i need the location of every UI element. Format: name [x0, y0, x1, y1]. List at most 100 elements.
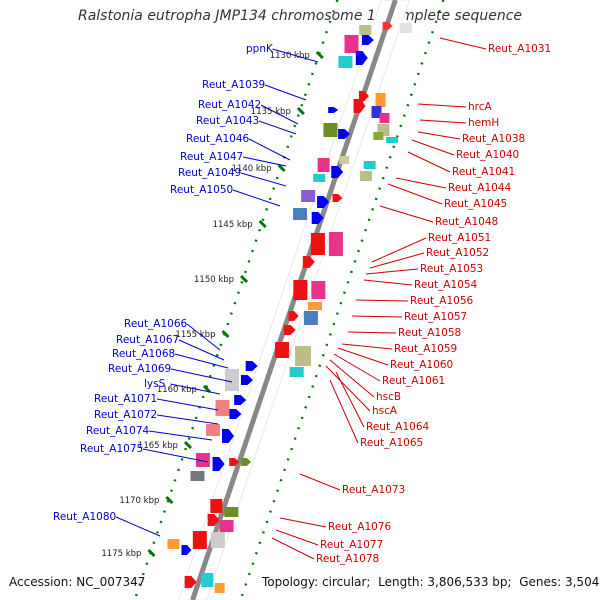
left-gene-label: Reut_A1067	[116, 334, 179, 346]
gene-arrow	[229, 409, 242, 419]
gene-block	[214, 583, 225, 593]
genome-stats-footer: Topology: circular; Length: 3,806,533 bp…	[262, 575, 600, 589]
scale-tick-mark	[183, 440, 193, 450]
left-gene-label: Reut_A1047	[180, 151, 243, 163]
right-leader-line	[347, 331, 397, 334]
right-leader-line	[271, 537, 315, 560]
right-leader-line	[363, 279, 413, 286]
gene-block	[313, 174, 326, 182]
left-gene-label: Reut_A1080	[53, 511, 116, 523]
gene-arrow	[229, 458, 240, 466]
scale-tick-mark	[258, 219, 267, 229]
gene-block	[293, 280, 308, 300]
right-leader-line	[337, 347, 389, 366]
accession-footer: Accession: NC_007347	[9, 575, 145, 589]
left-gene-label: lysS	[144, 378, 166, 390]
right-gene-label: Reut_A1040	[456, 149, 519, 161]
left-leader-line	[148, 430, 213, 441]
right-gene-label: Reut_A1031	[488, 43, 551, 55]
gene-block	[344, 35, 359, 53]
gene-block	[301, 190, 316, 202]
gene-block	[167, 539, 180, 549]
gene-block	[379, 113, 390, 123]
gene-arrow	[234, 395, 247, 405]
right-gene-label: Reut_A1054	[414, 279, 478, 291]
gene-block	[275, 342, 290, 358]
gene-block	[363, 161, 376, 169]
scale-tick-mark	[202, 384, 211, 394]
right-gene-label: Reut_A1060	[390, 359, 453, 371]
length-label: Length:	[378, 575, 424, 589]
left-gene-label: Reut_A1072	[94, 409, 157, 421]
scale-tick-label: 1150 kbp	[194, 275, 234, 285]
gene-arrow	[212, 457, 225, 471]
gene-arrow	[358, 91, 369, 101]
right-gene-label: Reut_A1041	[452, 166, 515, 178]
right-gene-label: Reut_A1051	[428, 232, 491, 244]
gene-arrow	[241, 458, 252, 466]
right-leader-line	[371, 237, 427, 263]
left-leader-line	[156, 398, 219, 411]
scale-tick-mark	[165, 495, 174, 505]
gene-block	[359, 25, 372, 35]
gene-block	[192, 531, 207, 549]
topology-value: circular	[321, 575, 367, 589]
gene-arrow	[355, 51, 368, 65]
gene-block	[375, 93, 386, 107]
left-gene-label: Reut_A1050	[170, 184, 233, 196]
right-leader-line	[279, 517, 327, 528]
gene-block	[201, 573, 214, 587]
accession-label: Accession:	[9, 575, 73, 589]
right-leader-line	[275, 529, 319, 546]
left-gene-label: Reut_A1046	[186, 133, 250, 145]
right-leader-line	[417, 103, 467, 108]
gene-block	[339, 156, 350, 164]
gene-block	[359, 171, 372, 181]
accession-value: NC_007347	[76, 575, 146, 589]
gene-arrow	[311, 212, 324, 224]
gene-arrow	[302, 256, 315, 268]
left-leader-line	[264, 84, 307, 101]
left-gene-label: Reut_A1039	[202, 79, 265, 91]
scale-tick-mark	[147, 548, 156, 558]
right-gene-label: hemH	[468, 117, 499, 129]
right-gene-label: Reut_A1061	[382, 375, 445, 387]
scale-tick-label: 1160 kbp	[157, 385, 197, 395]
right-leader-line	[439, 37, 487, 50]
left-leader-line	[115, 516, 161, 537]
left-gene-label: Reut_A1068	[112, 348, 175, 360]
right-gene-label: Reut_A1065	[360, 437, 423, 449]
right-gene-label: Reut_A1078	[316, 553, 379, 565]
scale-tick-label: 1140 kbp	[232, 164, 272, 174]
gene-block	[210, 499, 223, 513]
gene-block	[386, 137, 399, 143]
right-leader-line	[407, 151, 451, 173]
scale-tick-label: 1170 kbp	[119, 496, 159, 506]
gene-block	[215, 400, 230, 416]
length-value: 3,806,533 bp	[427, 575, 508, 589]
gene-block	[311, 281, 326, 299]
left-leader-line	[248, 138, 291, 161]
right-gene-label: Reut_A1053	[420, 263, 483, 275]
left-gene-label: Reut_A1074	[86, 425, 150, 437]
right-gene-label: Reut_A1048	[435, 216, 498, 228]
scale-tick-label: 1145 kbp	[213, 220, 253, 230]
gene-block	[295, 346, 312, 366]
scale-tick-label: 1135 kbp	[251, 107, 291, 117]
gene-arrow	[331, 166, 344, 178]
gene-block	[293, 208, 308, 220]
gene-arrow	[382, 22, 393, 30]
gene-arrow	[283, 325, 296, 335]
right-gene-label: Reut_A1044	[448, 182, 512, 194]
left-leader-line	[178, 339, 225, 361]
topology-label: Topology:	[262, 575, 319, 589]
scale-tick-label: 1165 kbp	[138, 441, 178, 451]
scale-tick-label: 1155 kbp	[175, 330, 215, 340]
left-leader-line	[240, 172, 287, 187]
right-gene-label: Reut_A1073	[342, 484, 405, 496]
gene-block	[303, 311, 318, 325]
gene-arrow	[361, 35, 374, 45]
gene-block	[224, 369, 239, 391]
right-gene-label: Reut_A1045	[444, 198, 507, 210]
right-leader-line	[333, 353, 381, 382]
